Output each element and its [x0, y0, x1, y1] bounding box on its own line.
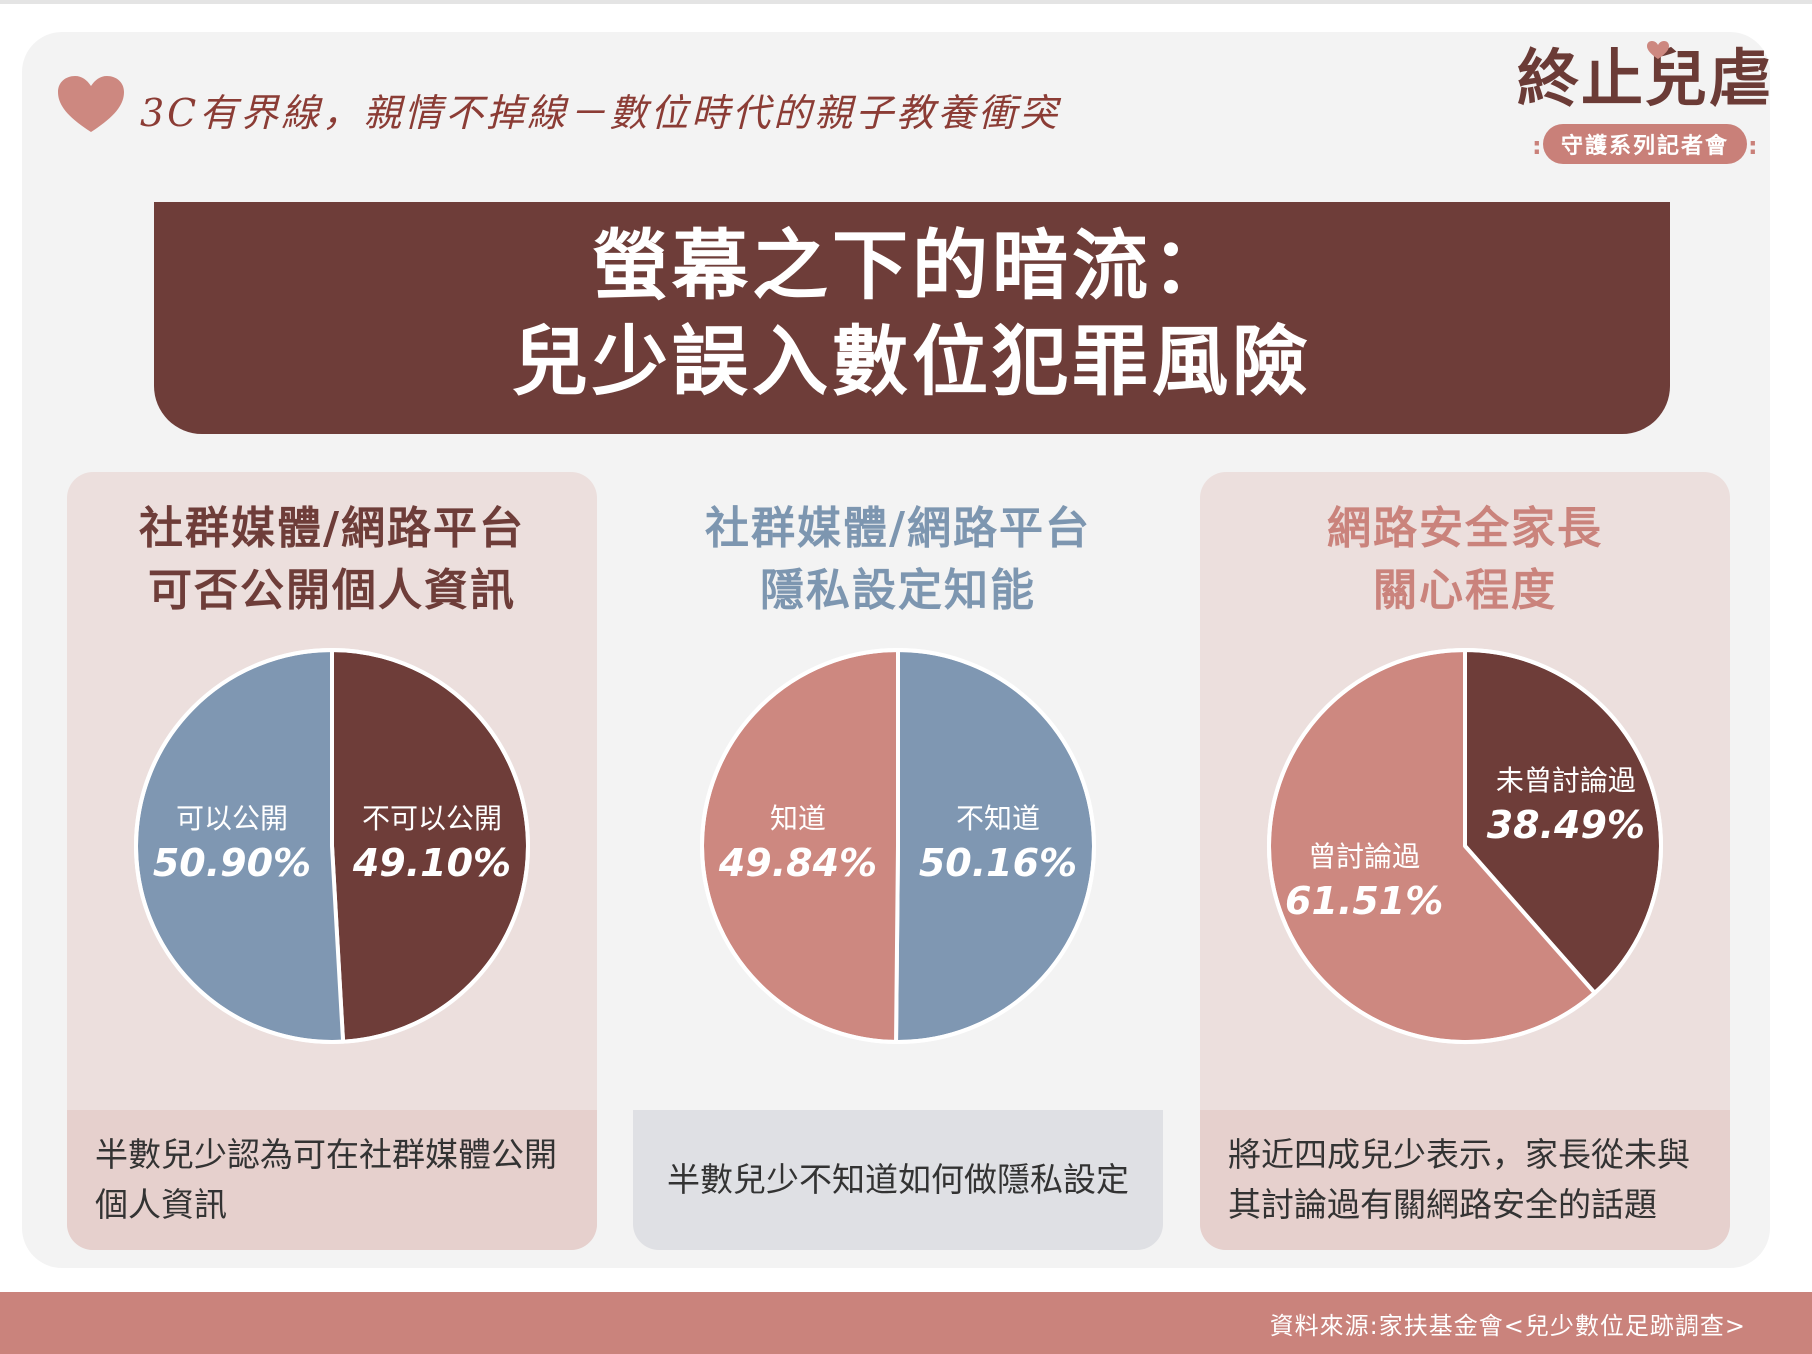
panel-title: 社群媒體/網路平台 隱私設定知能 [633, 498, 1163, 622]
banner-title-line-2: 兒少誤入數位犯罪風險 [512, 317, 1312, 406]
title-banner: 螢幕之下的暗流： 兒少誤入數位犯罪風險 [154, 202, 1670, 434]
slice-label-0: 未曾討論過 [1496, 764, 1636, 797]
source-note: 資料來源:家扶基金會<兒少數位足跡調查> [1269, 1312, 1746, 1340]
caption-text: 半數兒少認為可在社群媒體公開個人資訊 [95, 1135, 557, 1224]
pie-chart-public-info: 不可以公開 49.10% 可以公開 50.90% [134, 648, 530, 1044]
logo-dash-right: : [1748, 132, 1758, 160]
panel-title-line-1: 社群媒體/網路平台 [138, 503, 526, 554]
pie-outline [700, 648, 1096, 1044]
panel-title-line-1: 網路安全家長 [1327, 503, 1603, 554]
banner-title-line-1: 螢幕之下的暗流： [592, 221, 1232, 310]
slice-label-0: 不知道 [956, 802, 1040, 835]
series-title: 3C有界線，親情不掉線－數位時代的親子教養衝突 [140, 91, 1061, 135]
slice-value-1: 61.51% [1285, 879, 1443, 923]
panel-title-line-2: 可否公開個人資訊 [148, 565, 516, 616]
pie-outline [134, 648, 530, 1044]
panel-title-line-2: 關心程度 [1373, 565, 1557, 616]
logo-subtitle: 守護系列記者會 [1542, 124, 1747, 164]
panel-caption: 半數兒少不知道如何做隱私設定 [633, 1110, 1163, 1250]
slice-label-1: 可以公開 [176, 802, 288, 835]
panel-title: 社群媒體/網路平台 可否公開個人資訊 [67, 498, 597, 622]
caption-text: 將近四成兒少表示，家長從未與其討論過有關網路安全的話題 [1228, 1135, 1690, 1224]
panel-title-line-2: 隱私設定知能 [760, 565, 1036, 616]
panel-privacy-settings: 社群媒體/網路平台 隱私設定知能 不知道 50.16% 知道 49.84% 半數兒少不… [633, 472, 1163, 1250]
footer-bar: 資料來源:家扶基金會<兒少數位足跡調查> [0, 1292, 1812, 1354]
slice-value-0: 38.49% [1487, 803, 1645, 847]
panel-parent-concern: 網路安全家長 關心程度 未曾討論過 38.49% 曾討論過 61.51% 將近四成兒少… [1200, 472, 1730, 1250]
panel-title-line-1: 社群媒體/網路平台 [704, 503, 1092, 554]
slice-value-0: 50.16% [919, 841, 1077, 885]
panel-public-info: 社群媒體/網路平台 可否公開個人資訊 不可以公開 49.10% 可以公開 50.90%… [67, 472, 597, 1250]
logo-heart-icon [1647, 41, 1669, 59]
slice-value-1: 50.90% [153, 841, 311, 885]
logo-text: 終止兒虐 [1516, 42, 1773, 115]
slice-value-1: 49.84% [718, 841, 877, 885]
logo-dash-left: : [1532, 132, 1542, 160]
panel-caption: 半數兒少認為可在社群媒體公開個人資訊 [67, 1110, 597, 1250]
pie-outline [1267, 648, 1663, 1044]
logo: 終止兒虐 守護系列記者會 [1510, 40, 1780, 170]
slice-label-1: 知道 [770, 802, 826, 835]
pie-chart-parent-concern: 未曾討論過 38.49% 曾討論過 61.51% [1267, 648, 1663, 1044]
pie-chart-privacy-settings: 不知道 50.16% 知道 49.84% [700, 648, 1096, 1044]
panel-title: 網路安全家長 關心程度 [1200, 498, 1730, 622]
slice-label-1: 曾討論過 [1308, 840, 1420, 873]
slice-value-0: 49.10% [352, 841, 511, 885]
heart-icon [58, 76, 124, 132]
caption-text: 半數兒少不知道如何做隱私設定 [667, 1160, 1129, 1199]
slice-label-0: 不可以公開 [362, 802, 502, 835]
panel-caption: 將近四成兒少表示，家長從未與其討論過有關網路安全的話題 [1200, 1110, 1730, 1250]
top-rule [0, 0, 1812, 4]
